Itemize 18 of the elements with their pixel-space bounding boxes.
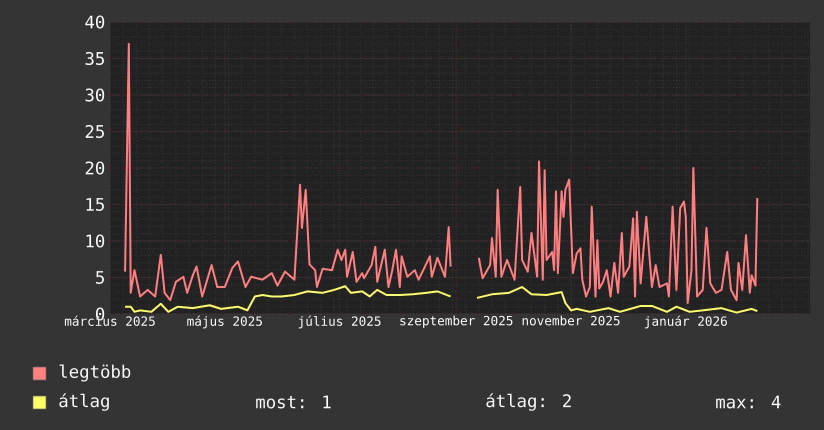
y-tick-label: 15 xyxy=(86,198,104,211)
x-tick-label: szeptember 2025 xyxy=(400,316,512,328)
y-tick-label: 20 xyxy=(86,161,104,175)
text: most: 1 xyxy=(256,396,331,408)
text: max: 4 xyxy=(716,396,781,408)
y-tick-label: 25 xyxy=(86,124,104,138)
y-tick-label: 30 xyxy=(86,88,104,102)
text: átlag: 2 xyxy=(486,393,571,411)
y-tick-label: 35 xyxy=(86,52,104,66)
x-tick-label: május 2025 xyxy=(187,316,262,328)
y-tick-label: 40 xyxy=(85,15,104,29)
x-tick-label: január 2026 xyxy=(645,316,727,328)
legend-label: legtöbb xyxy=(60,364,130,382)
y-tick-label: 5 xyxy=(96,271,104,284)
x-tick-label: július 2025 xyxy=(298,316,380,328)
legend-label: átlag xyxy=(59,393,109,411)
x-tick-label: november 2025 xyxy=(522,316,620,326)
y-tick-label: 10 xyxy=(86,234,104,248)
